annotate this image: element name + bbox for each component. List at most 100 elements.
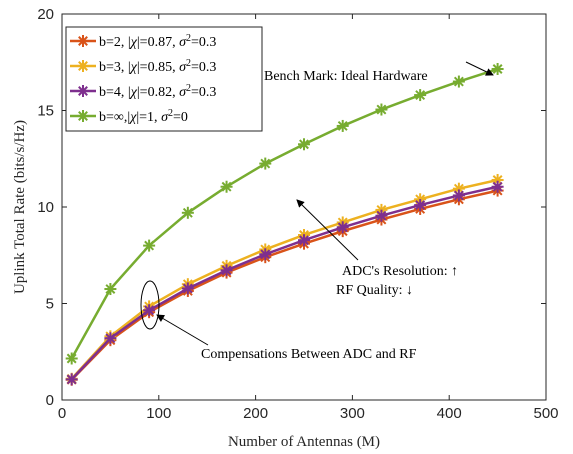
series-3 <box>65 180 504 386</box>
data-point-stroke <box>260 158 271 169</box>
y-tick-label: 0 <box>46 392 54 409</box>
y-tick-label: 5 <box>46 296 54 313</box>
data-point-stroke <box>376 104 387 115</box>
x-tick-label: 100 <box>146 405 171 422</box>
legend-label: b=∞,|χ|=1, σ2=0 <box>99 108 188 126</box>
adc-resolution-text: ADC's Resolution: ↑ <box>342 264 458 279</box>
legend-label: b=3, |χ|=0.85, σ2=0.3 <box>99 58 216 76</box>
data-point <box>414 199 427 212</box>
legend-item: b=4, |χ|=0.82, σ2=0.3 <box>70 83 216 101</box>
data-point <box>336 221 349 234</box>
data-point <box>143 239 156 252</box>
data-point-stroke <box>492 64 503 74</box>
legend-marker-stroke <box>78 111 88 121</box>
compensation-arrow <box>156 314 209 346</box>
y-tick-label: 20 <box>37 6 54 23</box>
legend-marker <box>77 110 89 122</box>
data-point-stroke <box>337 120 348 131</box>
data-point <box>220 180 233 193</box>
tick-layer: 0 100 200 300 400 500 0 5 10 15 20 <box>37 6 558 422</box>
data-point-stroke <box>376 210 387 221</box>
data-point <box>452 75 465 88</box>
data-point <box>65 373 78 386</box>
data-point-stroke <box>182 207 193 218</box>
series-line <box>70 185 498 381</box>
data-point <box>104 332 117 345</box>
data-point <box>220 264 233 277</box>
data-point <box>298 138 310 151</box>
data-point <box>452 189 465 202</box>
data-point <box>65 352 78 365</box>
series-line <box>70 178 498 380</box>
x-tick-label: 0 <box>58 405 66 422</box>
data-point <box>298 234 310 247</box>
y-tick-label: 15 <box>37 103 54 120</box>
data-point-stroke <box>182 283 193 294</box>
data-point-stroke <box>415 90 426 101</box>
data-point-stroke <box>453 190 464 201</box>
legend-marker <box>77 85 89 97</box>
benchmark-text: Bench Mark: Ideal Hardware <box>264 69 428 84</box>
legend-label: b=4, |χ|=0.82, σ2=0.3 <box>99 83 216 101</box>
data-point-stroke <box>221 181 232 192</box>
data-point <box>336 119 349 132</box>
data-point-stroke <box>144 240 155 251</box>
y-tick-label: 10 <box>37 199 54 216</box>
data-point-stroke <box>337 222 348 233</box>
x-tick-label: 200 <box>243 405 268 422</box>
data-point-stroke <box>66 353 77 364</box>
legend-item: b=∞,|χ|=1, σ2=0 <box>70 108 188 126</box>
y-axis-label: Uplink Total Rate (bits/s/Hz) <box>12 120 28 294</box>
legend-marker <box>77 35 89 47</box>
x-tick-label: 300 <box>340 405 365 422</box>
legend-label: b=2, |χ|=0.87, σ2=0.3 <box>99 33 216 51</box>
data-point-stroke <box>260 249 271 260</box>
data-point-stroke <box>221 265 232 276</box>
series-line <box>70 189 498 381</box>
series-line <box>70 67 498 360</box>
data-point-stroke <box>299 139 309 150</box>
benchmark-arrow <box>465 61 494 76</box>
annotation-adc-rf: ADC's Resolution: ↑ RF Quality: ↓ <box>296 199 458 298</box>
legend-marker <box>77 60 89 72</box>
data-point <box>181 206 194 219</box>
x-tick-label: 400 <box>437 405 462 422</box>
legend-item: b=2, |χ|=0.87, σ2=0.3 <box>70 33 216 51</box>
data-point-stroke <box>453 76 464 87</box>
data-point <box>491 180 504 193</box>
compensation-text: Compensations Between ADC and RF <box>201 347 417 362</box>
annotation-benchmark: Bench Mark: Ideal Hardware <box>264 61 494 84</box>
series-layer <box>65 63 504 386</box>
data-point-stroke <box>105 284 116 294</box>
legend-marker-stroke <box>78 86 88 96</box>
legend: b=2, |χ|=0.87, σ2=0.3 b=3, |χ|=0.85, σ2=0… <box>65 26 263 132</box>
data-point-stroke <box>144 305 155 316</box>
data-point <box>259 248 272 261</box>
data-point <box>491 63 504 76</box>
data-point <box>143 304 156 317</box>
data-point <box>375 209 388 222</box>
legend-item: b=3, |χ|=0.85, σ2=0.3 <box>70 58 216 76</box>
data-point <box>181 282 194 295</box>
legend-items: b=2, |χ|=0.87, σ2=0.3 b=3, |χ|=0.85, σ2=0… <box>70 33 216 126</box>
series-4 <box>65 63 504 365</box>
data-point-stroke <box>492 181 503 192</box>
data-point-stroke <box>299 235 309 246</box>
data-point-stroke <box>66 374 77 385</box>
legend-marker-stroke <box>78 61 88 71</box>
data-point <box>414 89 427 102</box>
x-axis-label: Number of Antennas (M) <box>228 434 380 450</box>
legend-box <box>65 26 263 132</box>
adc-rf-arrow <box>296 199 359 261</box>
data-point-stroke <box>415 200 426 211</box>
data-point <box>375 103 388 116</box>
data-point-stroke <box>105 333 116 344</box>
data-point <box>259 157 272 170</box>
legend-marker-stroke <box>78 36 88 46</box>
data-point <box>104 283 117 296</box>
compensation-ellipse <box>140 280 160 330</box>
rf-quality-text: RF Quality: ↓ <box>336 283 413 298</box>
x-tick-label: 500 <box>533 405 558 422</box>
